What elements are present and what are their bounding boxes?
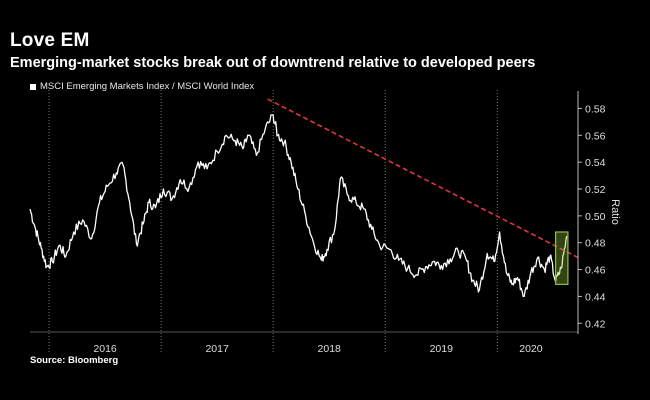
y-tick-label: 0.42	[585, 318, 606, 330]
x-axis-labels: 2016 2017 2018 2019 2020	[93, 343, 542, 355]
x-tick-label: 2017	[205, 343, 229, 355]
y-tick-label: 0.48	[585, 238, 606, 250]
overlay-layer	[267, 98, 579, 285]
legend-label: MSCI Emerging Markets Index / MSCI World…	[40, 81, 255, 92]
y-axis: 0.42 0.44 0.46 0.48 0.50 0.52 0.54 0.56 0.58	[577, 91, 606, 334]
series-line	[29, 114, 568, 298]
chart-title: Love EM	[10, 30, 90, 51]
source-note: Source: Bloomberg	[30, 355, 119, 366]
y-tick-label: 0.54	[585, 157, 606, 169]
x-tick-label: 2018	[318, 343, 342, 355]
y-tick-label: 0.50	[585, 211, 606, 223]
y-tick-label: 0.46	[585, 265, 606, 277]
x-dividers	[30, 90, 578, 352]
series-layer	[29, 114, 568, 298]
y-tick-label: 0.58	[585, 103, 606, 115]
legend-swatch-icon	[30, 83, 36, 90]
chart-subtitle: Emerging-market stocks break out of down…	[10, 55, 536, 71]
downtrend-line	[267, 98, 579, 259]
y-tick-label: 0.44	[585, 291, 606, 303]
x-tick-label: 2019	[430, 343, 454, 355]
x-tick-label: 2016	[93, 343, 117, 355]
y-tick-label: 0.52	[585, 184, 606, 196]
y-axis-title: Ratio	[609, 199, 621, 225]
y-tick-label: 0.56	[585, 130, 606, 142]
breakout-highlight-box	[554, 231, 569, 285]
legend: MSCI Emerging Markets Index / MSCI World…	[30, 81, 254, 92]
x-tick-label: 2020	[519, 343, 543, 355]
